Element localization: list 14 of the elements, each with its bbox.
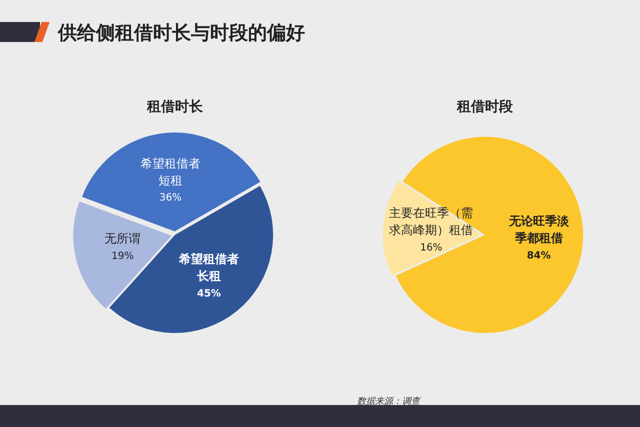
slice-label: 无所谓 [104,231,141,246]
data-label: 36% [159,192,182,204]
text: 供给侧租借时长与时段的偏好 [58,21,305,46]
chart-title: 租借时长 [146,99,204,116]
slice-label: 希望租借者长租 [178,252,239,283]
slice-label: 无论旺季淡季都租借 [508,214,570,245]
chart-title: 租借时段 [456,99,514,116]
slice-label: 希望租借者短租 [140,156,200,188]
data-label: 45% [196,288,221,300]
data-label: 16% [420,242,442,254]
source-note: 数据来源：调查 [357,396,420,408]
data-label: 19% [111,250,134,262]
slice-label: 主要在旺季（需求高峰期）租借 [389,206,474,238]
data-label: 84% [526,250,551,262]
